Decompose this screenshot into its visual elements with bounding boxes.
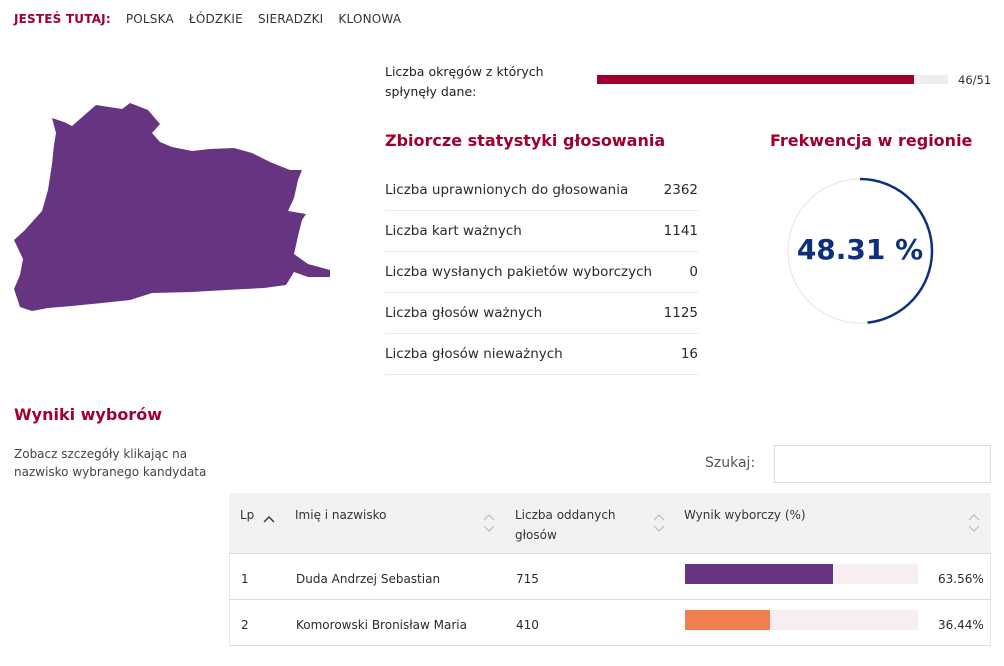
results-table: Lp Imię i nazwisko Liczba oddanych głosó… xyxy=(229,493,991,646)
table-row[interactable]: 2 Komorowski Bronisław Maria 410 36.44% xyxy=(229,600,991,646)
column-name[interactable]: Imię i nazwisko xyxy=(295,508,387,522)
stat-label: Liczba głosów nieważnych xyxy=(385,346,563,362)
stat-row: Liczba głosów nieważnych 16 xyxy=(385,334,698,375)
search-input[interactable] xyxy=(774,445,991,483)
sort-both-icon[interactable] xyxy=(653,513,665,533)
row-votes: 410 xyxy=(516,618,539,632)
breadcrumb: JESTEŚ TUTAJ: POLSKA ŁÓDZKIE SIERADZKI K… xyxy=(14,12,401,26)
stat-label: Liczba kart ważnych xyxy=(385,223,522,239)
candidate-name-link[interactable]: Komorowski Bronisław Maria xyxy=(296,618,467,632)
stat-row: Liczba głosów ważnych 1125 xyxy=(385,293,698,334)
stat-row: Liczba kart ważnych 1141 xyxy=(385,211,698,252)
row-lp: 2 xyxy=(241,618,249,632)
turnout-gauge-arc xyxy=(786,177,934,325)
result-bar xyxy=(685,610,918,630)
row-votes: 715 xyxy=(516,572,539,586)
result-bar xyxy=(685,564,918,584)
table-row[interactable]: 1 Duda Andrzej Sebastian 715 63.56% xyxy=(229,554,991,600)
districts-progress-value: 46/51 xyxy=(958,73,992,87)
stat-value: 1141 xyxy=(663,223,698,239)
stat-label: Liczba głosów ważnych xyxy=(385,305,543,321)
breadcrumb-lead: JESTEŚ TUTAJ: xyxy=(14,12,111,26)
breadcrumb-item-klonowa[interactable]: KLONOWA xyxy=(338,12,402,26)
candidate-name-link[interactable]: Duda Andrzej Sebastian xyxy=(296,572,441,586)
turnout-title: Frekwencja w regionie xyxy=(770,131,973,150)
districts-progress-fill xyxy=(597,75,914,84)
stat-label: Liczba uprawnionych do głosowania xyxy=(385,182,629,198)
stat-label: Liczba wysłanych pakietów wyborczych xyxy=(385,264,653,280)
column-votes[interactable]: Liczba oddanych głosów xyxy=(515,508,616,542)
table-header: Lp Imię i nazwisko Liczba oddanych głosó… xyxy=(229,493,991,554)
turnout-value: 48.31 % xyxy=(796,233,924,266)
row-lp: 1 xyxy=(241,572,249,586)
result-bar-fill xyxy=(685,564,834,584)
breadcrumb-item-sieradzki[interactable]: SIERADZKI xyxy=(257,12,324,26)
results-title: Wyniki wyborów xyxy=(14,405,162,424)
sort-both-icon[interactable] xyxy=(483,513,495,533)
breadcrumb-item-polska[interactable]: POLSKA xyxy=(125,12,174,26)
region-map xyxy=(14,103,330,311)
districts-progress-label: Liczba okręgów z których spłynęły dane: xyxy=(385,64,544,99)
stat-value: 0 xyxy=(689,264,698,280)
sort-both-icon[interactable] xyxy=(968,513,980,533)
breadcrumb-item-lodzkie[interactable]: ŁÓDZKIE xyxy=(188,12,243,26)
column-result[interactable]: Wynik wyborczy (%) xyxy=(684,508,806,522)
sort-asc-icon[interactable] xyxy=(263,509,275,529)
stat-row: Liczba uprawnionych do głosowania 2362 xyxy=(385,170,698,211)
region-shape[interactable] xyxy=(14,103,330,311)
stats-title: Zbiorcze statystyki głosowania xyxy=(385,131,666,150)
results-hint: Zobacz szczegóły klikając na nazwisko wy… xyxy=(14,447,207,479)
stat-value: 16 xyxy=(680,346,698,362)
turnout-gauge xyxy=(786,177,934,325)
stat-row: Liczba wysłanych pakietów wyborczych 0 xyxy=(385,252,698,293)
stats-list: Liczba uprawnionych do głosowania 2362 L… xyxy=(385,170,698,375)
result-bar-fill xyxy=(685,610,770,630)
row-percent: 36.44% xyxy=(938,618,984,632)
stat-value: 1125 xyxy=(663,305,698,321)
districts-progress-bar xyxy=(597,75,948,84)
search-label: Szukaj: xyxy=(705,455,756,471)
stat-value: 2362 xyxy=(663,182,698,198)
row-percent: 63.56% xyxy=(938,572,984,586)
column-lp[interactable]: Lp xyxy=(240,508,255,522)
